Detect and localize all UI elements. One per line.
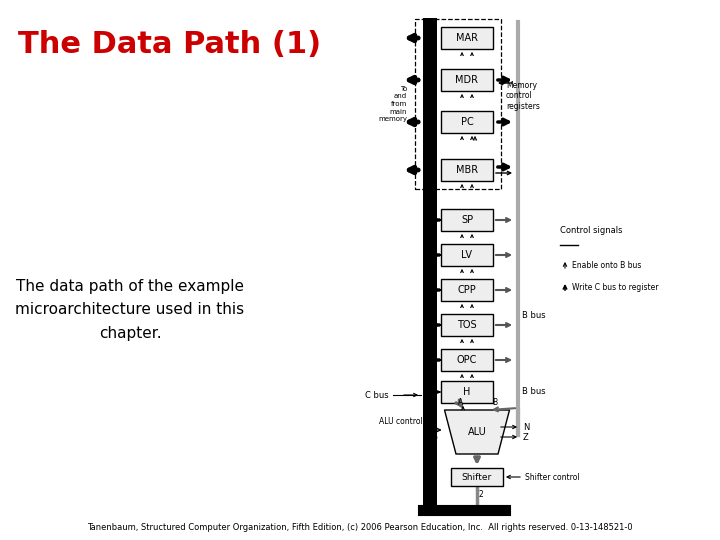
Text: Tanenbaum, Structured Computer Organization, Fifth Edition, (c) 2006 Pearson Edu: Tanenbaum, Structured Computer Organizat… — [87, 523, 633, 532]
Text: TOS: TOS — [457, 320, 477, 330]
Text: The Data Path (1): The Data Path (1) — [18, 30, 321, 59]
Text: PC: PC — [461, 117, 473, 127]
Text: CPP: CPP — [458, 285, 477, 295]
Text: C bus: C bus — [365, 390, 389, 400]
Text: The data path of the example
microarchitecture used in this
chapter.: The data path of the example microarchit… — [15, 279, 245, 341]
Text: Shifter control: Shifter control — [525, 472, 580, 482]
Text: SP: SP — [461, 215, 473, 225]
Text: Z: Z — [523, 433, 528, 442]
Bar — [451, 468, 503, 486]
Text: Memory
control
registers: Memory control registers — [506, 81, 540, 111]
Text: Write C bus to register: Write C bus to register — [572, 282, 659, 292]
Text: MBR: MBR — [456, 165, 478, 175]
Bar — [415, 19, 501, 189]
Bar — [441, 27, 493, 49]
Text: To
and
from
main
memory: To and from main memory — [378, 86, 407, 122]
Text: Enable onto B bus: Enable onto B bus — [572, 260, 642, 269]
Bar — [441, 244, 493, 266]
Bar — [441, 349, 493, 371]
Text: A: A — [459, 398, 464, 407]
Text: B bus: B bus — [522, 388, 546, 396]
Text: ALU: ALU — [467, 427, 487, 437]
Text: 2: 2 — [479, 490, 483, 499]
Text: Control signals: Control signals — [560, 226, 623, 235]
Text: Shifter: Shifter — [462, 472, 492, 482]
Bar — [441, 69, 493, 91]
Bar — [441, 314, 493, 336]
Text: ALU control: ALU control — [379, 417, 423, 426]
Text: 6: 6 — [432, 433, 437, 442]
Bar — [441, 159, 493, 181]
Bar — [441, 209, 493, 231]
Bar — [423, 18, 437, 512]
Text: H: H — [463, 387, 471, 397]
Bar — [441, 279, 493, 301]
Text: OPC: OPC — [456, 355, 477, 365]
Text: N: N — [523, 422, 529, 431]
Text: LV: LV — [462, 250, 472, 260]
Polygon shape — [444, 410, 510, 454]
Text: B: B — [492, 398, 498, 407]
Text: B bus: B bus — [522, 310, 546, 320]
Bar — [441, 381, 493, 403]
Text: MAR: MAR — [456, 33, 478, 43]
Text: MDR: MDR — [456, 75, 479, 85]
Bar — [441, 111, 493, 133]
